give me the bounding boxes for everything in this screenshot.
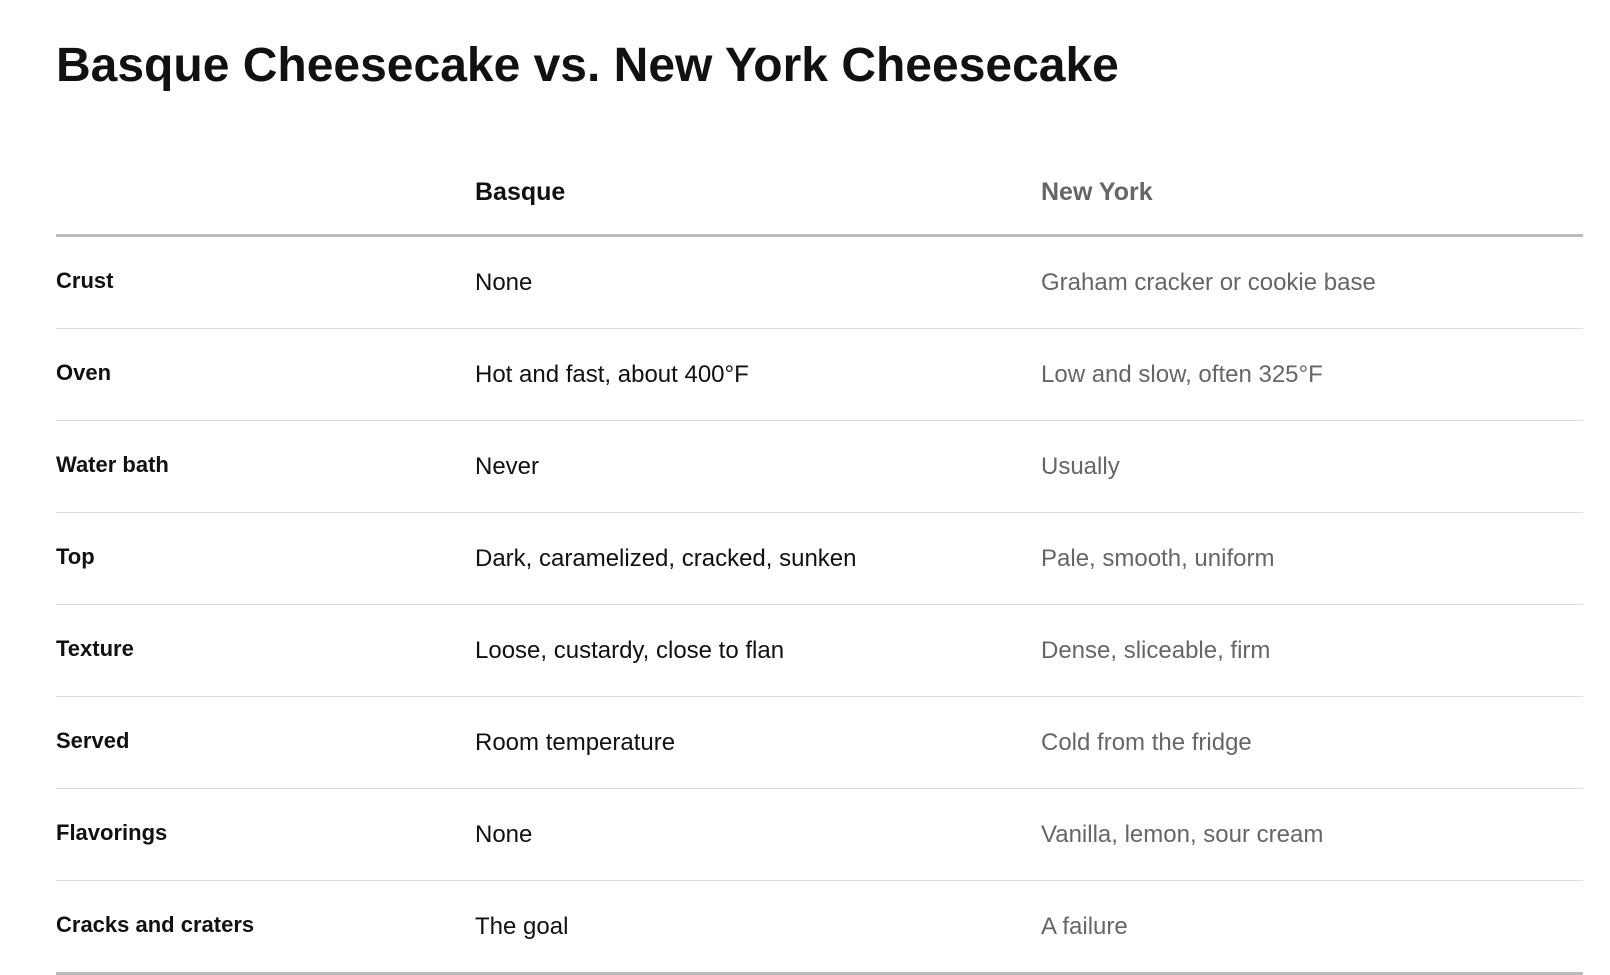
row-label: Water bath [56,420,475,513]
table-cell: Room temperature [475,696,1041,789]
table-cell: The goal [475,880,1041,975]
table-cell: Dark, caramelized, cracked, sunken [475,512,1041,605]
table-cell: Pale, smooth, uniform [1041,512,1583,605]
row-label: Served [56,696,475,789]
table-cell: Hot and fast, about 400°F [475,328,1041,421]
row-label: Flavorings [56,788,475,881]
table-cell: Low and slow, often 325°F [1041,328,1583,421]
table-cell: Loose, custardy, close to flan [475,604,1041,697]
table-row: Oven Hot and fast, about 400°F Low and slo… [56,328,1583,421]
row-label: Oven [56,328,475,421]
table-row: Cracks and craters The goal A failure [56,880,1583,975]
table-row: Served Room temperature Cold from the frid… [56,696,1583,789]
header-row: Basque New York [56,150,1583,237]
table-cell: Graham cracker or cookie base [1041,235,1583,329]
table-cell: Vanilla, lemon, sour cream [1041,788,1583,881]
table-cell: None [475,235,1041,329]
header-empty [56,150,475,237]
title: Basque Cheesecake vs. New York Cheesecak… [56,39,1119,92]
header-cell: Basque [475,150,1041,237]
page: Basque Cheesecake vs. New York Cheesecak… [56,39,1583,975]
row-label: Top [56,512,475,605]
table-cell: Dense, sliceable, firm [1041,604,1583,697]
header-cell: New York [1041,150,1583,237]
row-label: Crust [56,235,475,329]
table-row: Crust None Graham cracker or cookie base [56,235,1583,329]
comparison-table: Basque New York Crust None Graham cracker … [56,150,1583,975]
table-row: Texture Loose, custardy, close to flan Den… [56,604,1583,697]
table-cell: Usually [1041,420,1583,513]
table-cell: Cold from the fridge [1041,696,1583,789]
table-cell: Never [475,420,1041,513]
table-cell: None [475,788,1041,881]
row-label: Texture [56,604,475,697]
table-cell: A failure [1041,880,1583,975]
table-row: Top Dark, caramelized, cracked, sunken Pal… [56,512,1583,605]
table-row: Flavorings None Vanilla, lemon, sour cream [56,788,1583,881]
table-body: Crust None Graham cracker or cookie base Ov… [56,235,1583,975]
row-label: Cracks and craters [56,880,475,975]
table-row: Water bath Never Usually [56,420,1583,513]
